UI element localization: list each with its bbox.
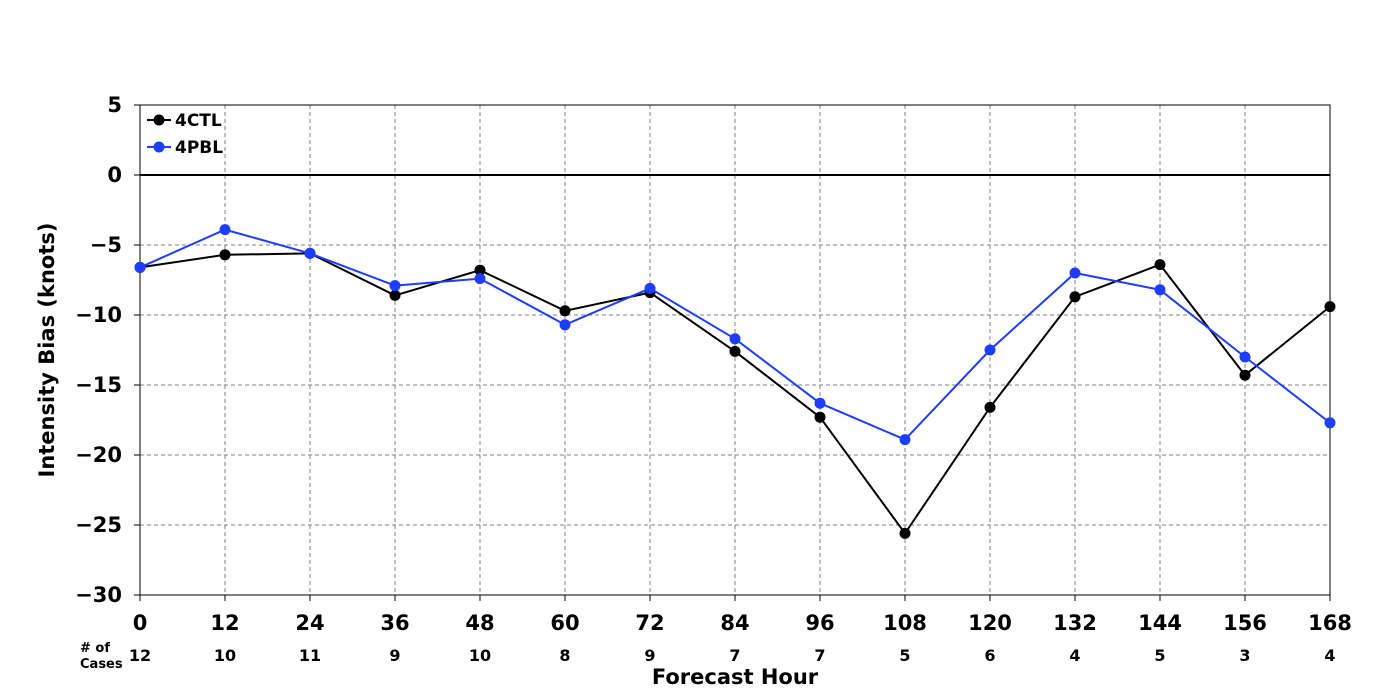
case-count: 10 [214,646,236,665]
data-point [899,527,911,539]
y-axis-label: Intensity Bias (knots) [35,223,59,478]
legend-marker [153,114,165,126]
case-count: 3 [1239,646,1250,665]
legend-label: 4CTL [175,111,222,131]
y-tick-label: −25 [75,513,122,537]
y-tick-label: 5 [107,93,122,117]
series [134,224,1336,539]
x-tick-label: 48 [465,611,494,635]
data-point [1154,284,1166,296]
data-point [219,224,231,236]
y-tick-label: −30 [75,583,122,607]
cases-label: # of [80,641,110,656]
x-tick-label: 108 [883,611,927,635]
data-point [389,289,401,301]
data-point [814,411,826,423]
case-count: 9 [389,646,400,665]
legend: 4CTL 4PBL [147,111,223,158]
case-count: 4 [1324,646,1335,665]
case-count: 9 [644,646,655,665]
x-tick-label: 96 [805,611,834,635]
x-axis: 0 12 24 36 48 60 72 84 96 108 120 132 144 156 168 [133,595,1352,635]
data-point [1239,351,1251,363]
y-tick-label: 0 [107,163,122,187]
legend-label: 4PBL [175,138,223,158]
data-point [134,261,146,273]
data-point [389,280,401,292]
series-4CTL [134,247,1336,539]
case-counts: # of Cases 12 10 11 9 10 8 9 7 7 5 6 4 5 3 4 [80,641,1336,672]
case-count: 12 [129,646,151,665]
data-point [474,273,486,285]
data-point [644,282,656,294]
y-tick-label: −20 [75,443,122,467]
x-tick-label: 144 [1138,611,1182,635]
x-axis-label: Forecast Hour [652,665,819,689]
x-tick-label: 36 [380,611,409,635]
case-count: 8 [559,646,570,665]
data-point [1069,267,1081,279]
data-point [559,319,571,331]
x-tick-label: 60 [550,611,579,635]
data-point [1069,291,1081,303]
cases-label: Cases [80,657,123,672]
x-tick-label: 0 [133,611,148,635]
x-tick-label: 168 [1308,611,1352,635]
data-point [1324,301,1336,313]
x-tick-label: 132 [1053,611,1097,635]
y-tick-label: −15 [75,373,122,397]
data-point [729,345,741,357]
data-point [814,397,826,409]
case-count: 4 [1069,646,1080,665]
series-4PBL [134,224,1336,446]
data-point [304,247,316,259]
case-count: 5 [899,646,910,665]
y-tick-label: −5 [90,233,122,257]
data-point [1239,369,1251,381]
case-count: 10 [469,646,491,665]
x-tick-label: 156 [1223,611,1267,635]
x-tick-label: 120 [968,611,1012,635]
data-point [474,264,486,276]
y-axis: 5 0 −5 −10 −15 −20 −25 −30 [75,93,140,607]
case-count: 11 [299,646,321,665]
y-tick-label: −10 [75,303,122,327]
x-tick-label: 72 [635,611,664,635]
x-tick-label: 24 [295,611,324,635]
case-count: 7 [814,646,825,665]
case-count: 5 [1154,646,1165,665]
case-count: 7 [729,646,740,665]
legend-marker [153,141,165,153]
case-count: 6 [984,646,995,665]
data-point [899,434,911,446]
data-point [1324,417,1336,429]
data-point [984,344,996,356]
x-tick-label: 12 [210,611,239,635]
data-point [219,249,231,261]
data-point [559,305,571,317]
data-point [1154,259,1166,271]
data-point [984,401,996,413]
x-tick-label: 84 [720,611,749,635]
grid-lines [140,105,1330,595]
data-point [729,333,741,345]
